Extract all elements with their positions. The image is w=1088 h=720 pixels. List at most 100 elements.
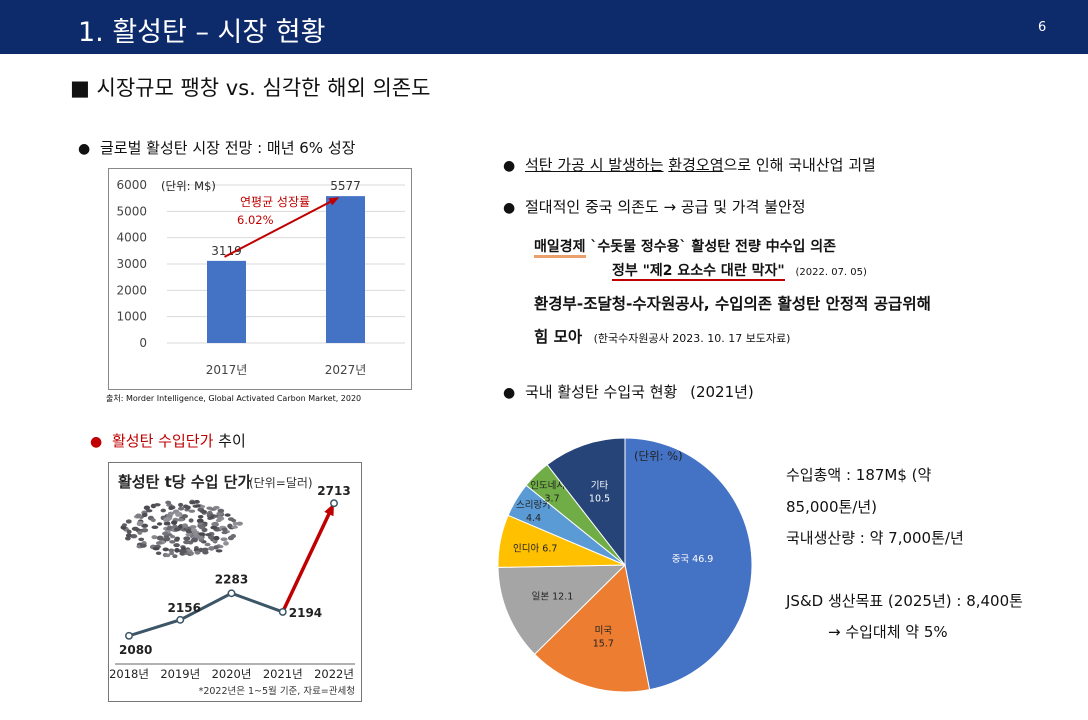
granule bbox=[227, 517, 235, 522]
granule bbox=[188, 518, 194, 523]
granule bbox=[150, 518, 156, 523]
stat-total-2: 85,000톤/년) bbox=[786, 498, 877, 516]
bar-value-label: 5577 bbox=[330, 179, 361, 193]
granule bbox=[200, 509, 207, 514]
page-number: 6 bbox=[1038, 20, 1047, 35]
activated-carbon-granules-image bbox=[120, 499, 243, 559]
granule bbox=[198, 547, 204, 553]
bullet-text: 국내 활성탄 수입국 현황 bbox=[525, 383, 678, 401]
y-tick-label: 0 bbox=[139, 336, 147, 350]
pie-slice-value: 10.5 bbox=[589, 494, 610, 505]
granule bbox=[221, 527, 228, 532]
bar-value-label: 3119 bbox=[211, 244, 242, 258]
news-quote: 정부 "제2 요소수 대란 막자" bbox=[612, 263, 785, 281]
pie-slice-label: 중국 46.9 bbox=[672, 554, 714, 565]
granule bbox=[213, 535, 220, 541]
granule bbox=[179, 549, 187, 554]
granule bbox=[189, 525, 197, 529]
granule bbox=[202, 550, 209, 555]
news-source: 매일경제 bbox=[534, 239, 586, 258]
pie-slice-label: 인도네시아 bbox=[530, 481, 574, 492]
granule bbox=[151, 525, 159, 529]
granule bbox=[206, 513, 212, 517]
granule bbox=[173, 527, 181, 532]
granule bbox=[151, 535, 158, 540]
price-value-label: 2080 bbox=[119, 643, 152, 657]
granule bbox=[125, 519, 132, 524]
granule bbox=[166, 500, 172, 505]
price-point bbox=[227, 589, 236, 598]
bullet-dot-icon: ● bbox=[503, 200, 516, 216]
price-line-chart: 활성탄 t당 수입 단가(단위=달러) 2080 2156 2283 2194 2713 2… bbox=[109, 473, 355, 697]
bullet-dot-icon: ● bbox=[503, 385, 516, 401]
bullet-year: (2021년) bbox=[690, 383, 754, 401]
underlined-text-1: 석탄 가공 시 발생하는 bbox=[525, 156, 664, 174]
news-date: (2022. 07. 05) bbox=[795, 267, 867, 278]
granule bbox=[231, 525, 238, 529]
price-x-tick-label: 2021년 bbox=[263, 667, 303, 681]
granule bbox=[189, 500, 196, 505]
pie-slice-label: 미국 bbox=[595, 625, 613, 636]
y-tick-label: 4000 bbox=[116, 231, 147, 245]
granule bbox=[174, 537, 180, 542]
granule bbox=[130, 534, 138, 539]
granule bbox=[162, 531, 169, 536]
granule bbox=[186, 533, 192, 537]
granule bbox=[135, 513, 142, 519]
y-tick-label: 1000 bbox=[116, 310, 147, 324]
pie-slice-label: 일본 12.1 bbox=[532, 592, 574, 603]
granule bbox=[185, 528, 193, 534]
granule bbox=[224, 513, 231, 517]
stat-domestic: 국내생산량 : 약 7,000톤/년 bbox=[786, 529, 964, 547]
granule bbox=[173, 543, 180, 548]
bullet-china-dependency: ● 절대적인 중국 의존도 → 공급 및 가격 불안정 bbox=[503, 196, 806, 217]
granule bbox=[174, 547, 180, 553]
granule bbox=[194, 504, 201, 508]
bullet-text-tail: 추이 bbox=[213, 432, 246, 450]
granule bbox=[188, 509, 196, 513]
section-heading: ■ 시장규모 팽창 vs. 심각한 해외 의존도 bbox=[70, 76, 431, 100]
pie-slice bbox=[533, 563, 651, 693]
price-value-label: 2713 bbox=[317, 484, 350, 498]
granule bbox=[194, 550, 201, 555]
granule bbox=[196, 535, 204, 540]
stat-total-1: 수입총액 : 187M$ (약 bbox=[786, 466, 932, 484]
bullet-text: 글로벌 활성탄 시장 전망 : 매년 6% 성장 bbox=[100, 139, 356, 157]
price-increase-arrow bbox=[281, 511, 332, 613]
bar bbox=[207, 260, 246, 343]
bullet-import-price: ● 활성탄 수입단가 추이 bbox=[90, 430, 246, 451]
granule bbox=[192, 530, 200, 535]
granule bbox=[131, 526, 139, 531]
granule bbox=[204, 542, 211, 547]
price-chart-note: *2022년은 1~5월 기준, 자료=관세청 bbox=[199, 685, 355, 697]
growth-arrow-head bbox=[328, 197, 340, 206]
granule bbox=[217, 515, 223, 520]
price-point bbox=[176, 615, 185, 624]
bullet-import-countries: ● 국내 활성탄 수입국 현황 (2021년) bbox=[503, 381, 754, 402]
bullet-dot-icon: ● bbox=[503, 158, 516, 174]
granule bbox=[178, 506, 185, 511]
granule bbox=[139, 543, 147, 548]
granule bbox=[178, 502, 184, 507]
bullet-text-highlight: 활성탄 수입단가 bbox=[112, 432, 214, 450]
price-value-label: 2283 bbox=[215, 572, 248, 586]
granule bbox=[172, 554, 178, 559]
pie-slice-value: 3.7 bbox=[545, 494, 560, 505]
granule bbox=[227, 523, 233, 529]
granule bbox=[125, 536, 131, 541]
pie-slice-label: 스리랑카 bbox=[516, 499, 551, 511]
granule bbox=[152, 547, 160, 551]
bullet-text: 으로 인해 국내산업 괴멸 bbox=[723, 156, 876, 174]
granule bbox=[232, 521, 239, 526]
granule bbox=[185, 505, 191, 510]
granule bbox=[172, 524, 178, 529]
granule bbox=[143, 505, 151, 510]
granule bbox=[198, 524, 206, 530]
underlined-text-2: 환경오염 bbox=[668, 156, 724, 174]
import-pie-chart: 중국 46.9 미국 15.7 일본 12.1 인디아 6.7 스리랑카 4.4 인도네시아 3… bbox=[497, 437, 753, 693]
price-increase-arrow-head bbox=[324, 503, 334, 517]
gov-line-2: 힘 모아 (한국수자원공사 2023. 10. 17 보도자료) bbox=[534, 325, 790, 347]
bullet-environment: ● 석탄 가공 시 발생하는 환경오염으로 인해 국내산업 괴멸 bbox=[503, 154, 876, 175]
granule bbox=[160, 508, 166, 513]
pie-slice bbox=[546, 437, 626, 567]
